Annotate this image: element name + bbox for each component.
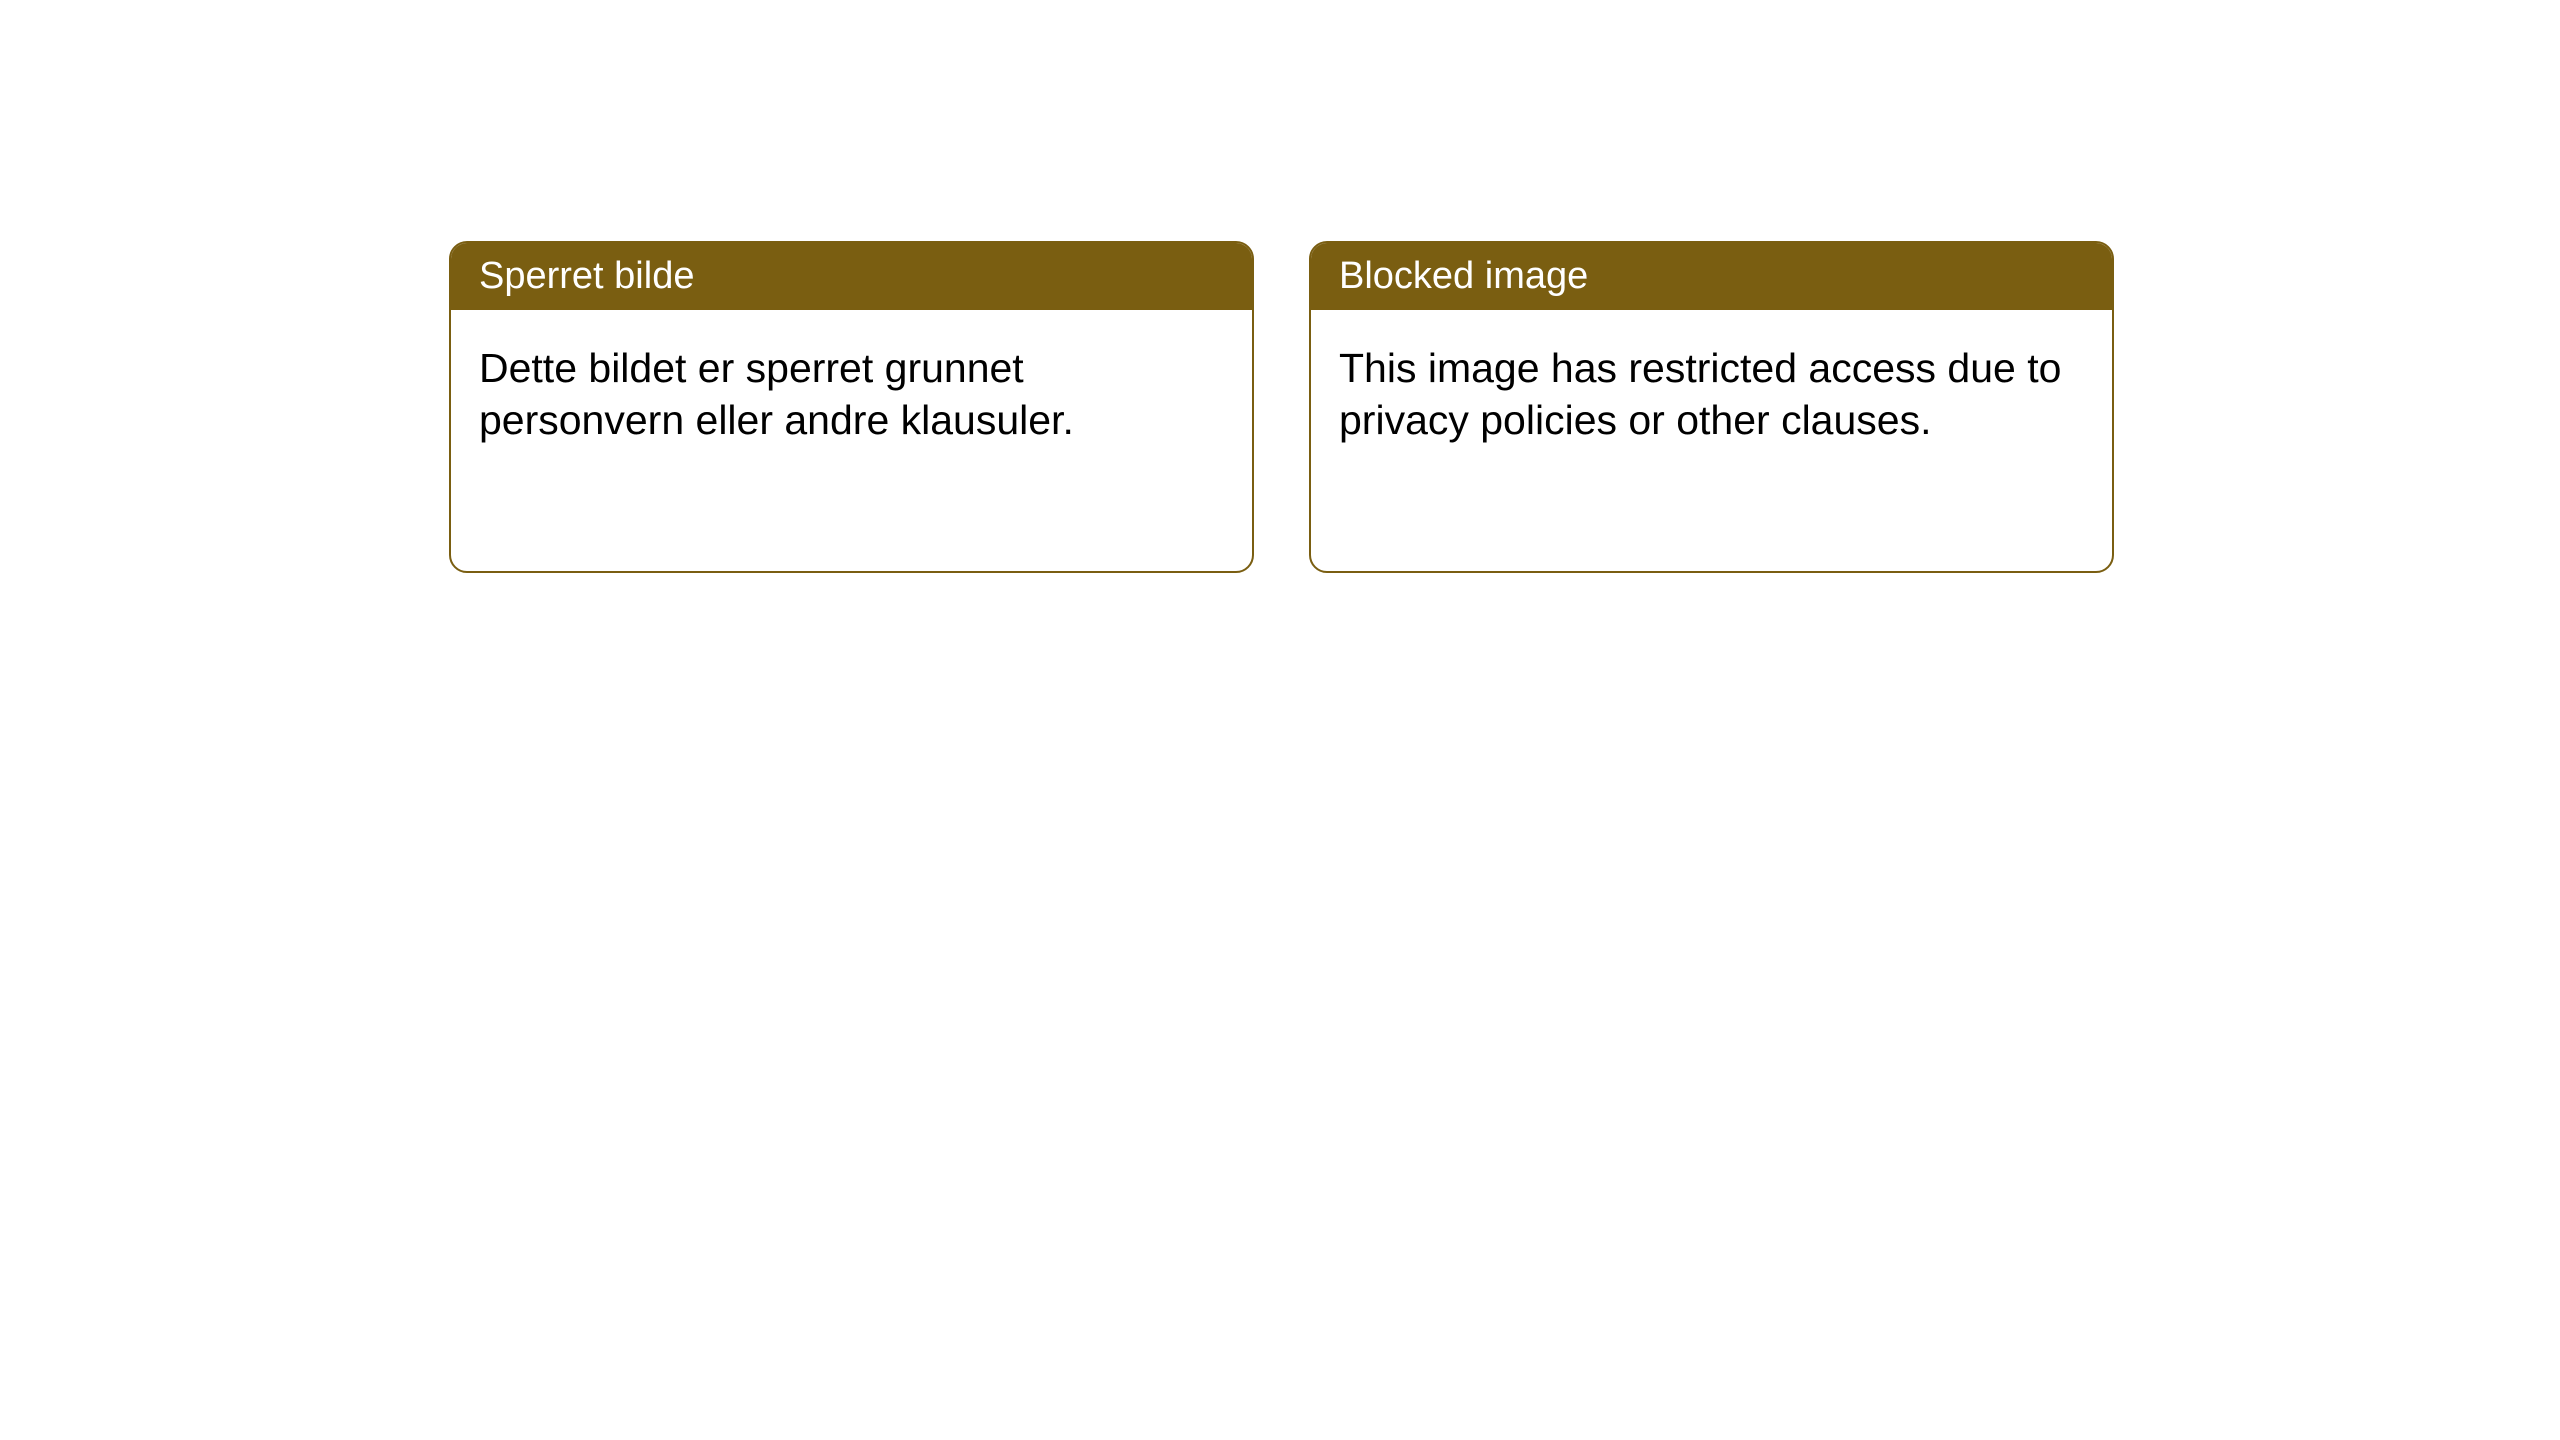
blocked-image-card-english: Blocked image This image has restricted …: [1309, 241, 2114, 573]
blocked-image-card-norwegian: Sperret bilde Dette bildet er sperret gr…: [449, 241, 1254, 573]
card-title: Sperret bilde: [479, 255, 694, 297]
card-body-text: Dette bildet er sperret grunnet personve…: [479, 345, 1074, 443]
card-header: Blocked image: [1311, 243, 2112, 310]
card-body-text: This image has restricted access due to …: [1339, 345, 2061, 443]
card-title: Blocked image: [1339, 255, 1588, 297]
card-body: Dette bildet er sperret grunnet personve…: [451, 310, 1252, 479]
blocked-image-cards-container: Sperret bilde Dette bildet er sperret gr…: [449, 241, 2114, 573]
card-header: Sperret bilde: [451, 243, 1252, 310]
card-body: This image has restricted access due to …: [1311, 310, 2112, 479]
